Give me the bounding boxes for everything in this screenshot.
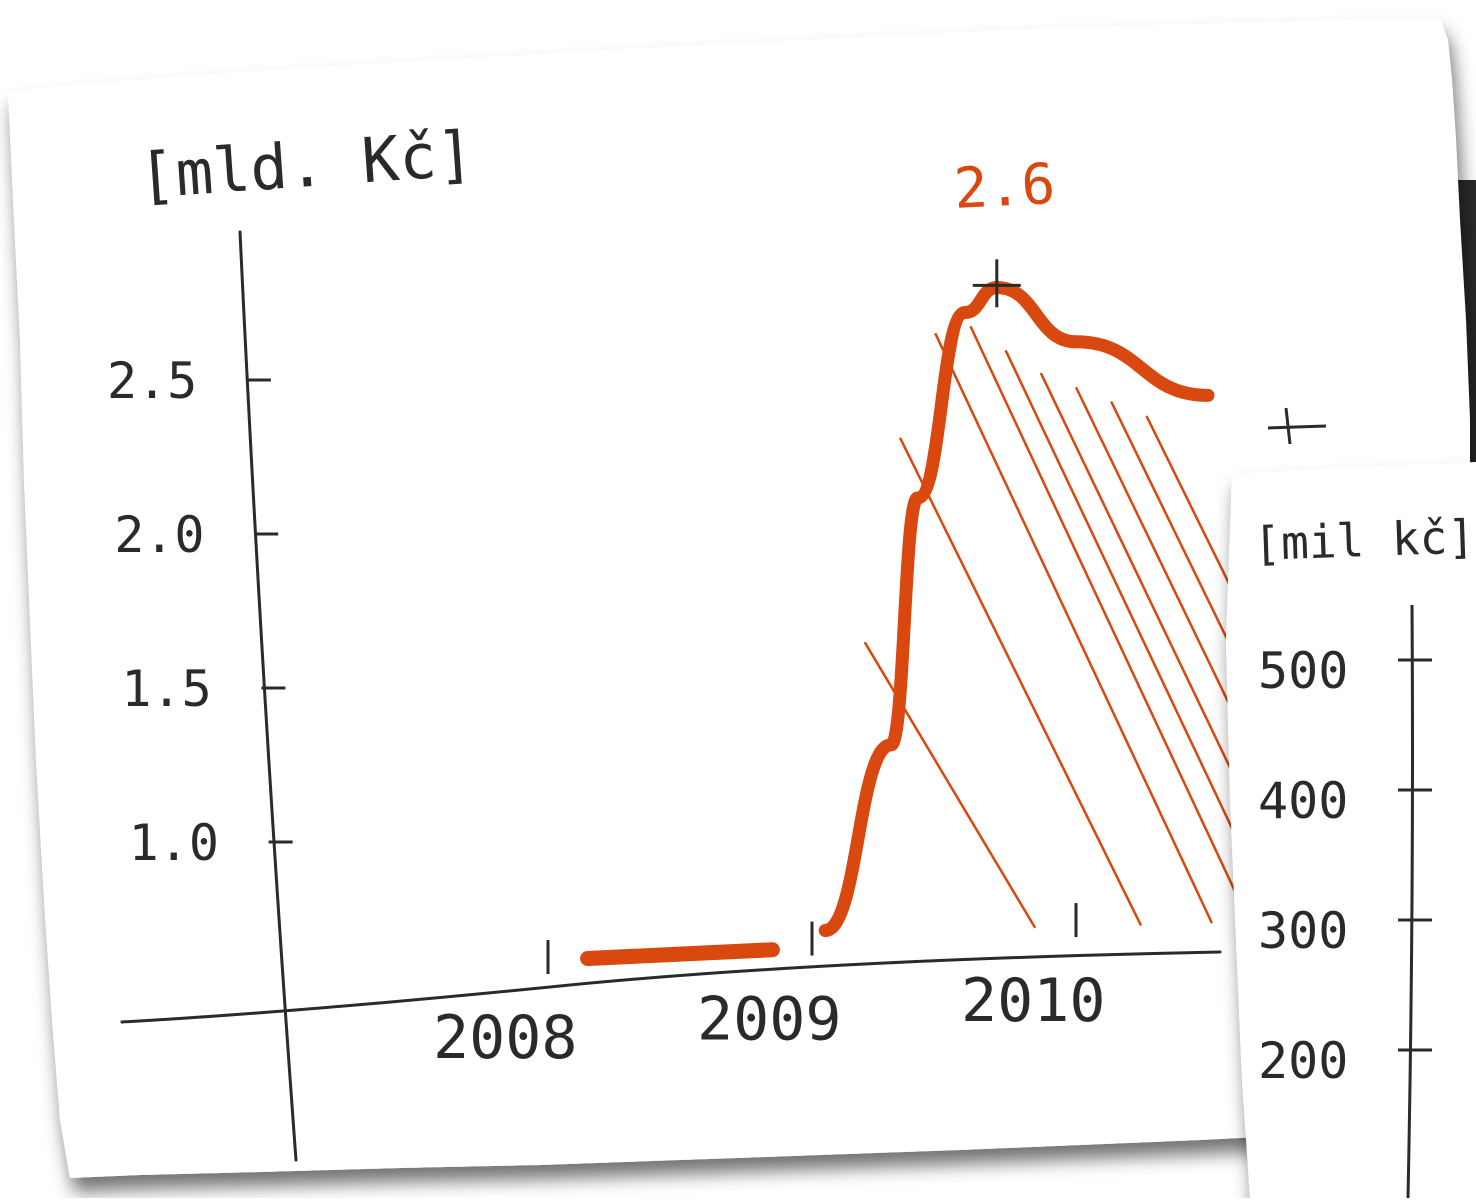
second-y-axis-line (1406, 604, 1414, 1199)
main-ticks: 1.0 1.5 2.0 2.5 2008 2009 2010 (107, 259, 1327, 1073)
x-axis-line (120, 950, 1222, 1024)
y-tick-label: 2.5 (107, 352, 197, 410)
end-tick-mark (1267, 424, 1327, 430)
main-axes (120, 230, 1222, 1162)
x-tick-label: 2008 (433, 1003, 578, 1073)
second-axis: 500 400 300 200 (1258, 604, 1432, 1199)
hatch-stroke (969, 325, 1250, 921)
end-tick-mark (1284, 407, 1292, 445)
x-tick-label: 2010 (961, 966, 1106, 1036)
x-tick-label: 2009 (697, 985, 842, 1055)
hatch-stroke (864, 641, 1036, 929)
main-series (580, 280, 1215, 966)
series-segment-flat (580, 942, 780, 966)
peak-annotation: 2.6 (952, 152, 1056, 222)
second-y-axis-label: [mil kč] (1252, 509, 1475, 571)
second-y-tick-label: 500 (1258, 642, 1348, 700)
y-axis-line (238, 230, 298, 1162)
hatch-stroke (934, 332, 1213, 924)
main-paper (8, 18, 1470, 1178)
hatch-stroke (1004, 350, 1276, 919)
y-tick-label: 1.0 (129, 814, 219, 872)
series-segment-rise (818, 280, 1215, 938)
second-y-tick-label: 200 (1258, 1032, 1348, 1090)
y-tick-label: 1.5 (121, 660, 211, 718)
hatch-stroke (899, 437, 1142, 926)
second-y-tick-label: 400 (1258, 772, 1348, 830)
y-tick-label: 2.0 (114, 506, 204, 564)
second-y-tick-label: 300 (1258, 902, 1348, 960)
